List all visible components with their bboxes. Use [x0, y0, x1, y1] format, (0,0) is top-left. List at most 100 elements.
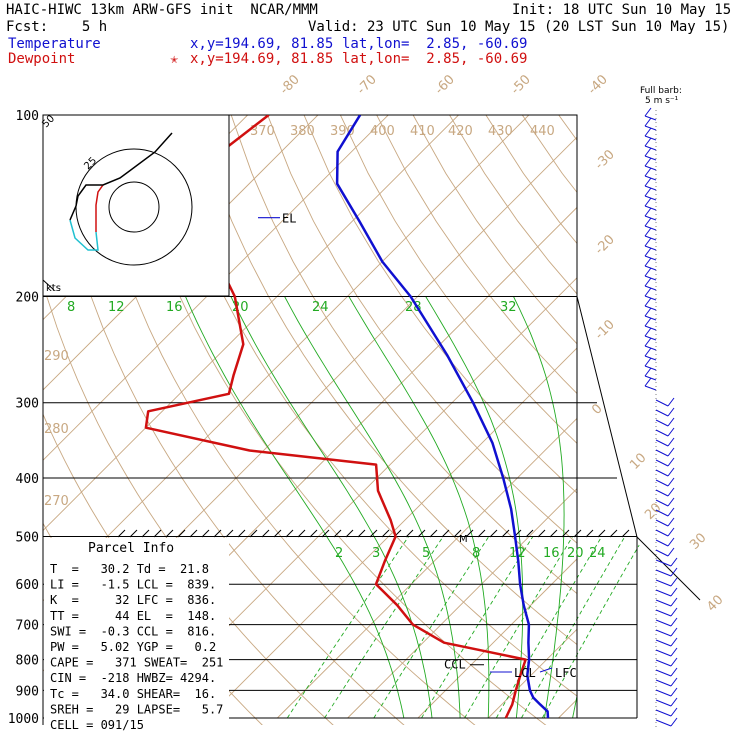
- mixing-ratio-label: 8: [472, 546, 480, 561]
- freezing-hash-mark: [609, 529, 618, 538]
- barb-scale-unit: 5 m s⁻¹: [645, 96, 679, 106]
- wind-barb-flag: [644, 217, 652, 227]
- freezing-hash-mark: [261, 529, 270, 538]
- mixing-ratio-line: [521, 537, 626, 719]
- wind-barb-flag: [644, 277, 652, 287]
- wind-barb: [655, 669, 672, 677]
- lcl-label: LCL: [514, 666, 536, 680]
- dry-adiabat-line: [339, 115, 577, 444]
- pressure-label-400: 400: [16, 472, 39, 487]
- mixing-ratio-line: [324, 537, 444, 719]
- wind-barb: [655, 439, 669, 447]
- wind-barb: [655, 699, 672, 707]
- parcel-info-row: SREH = 29 LAPSE= 5.7: [50, 702, 223, 716]
- wind-barb-flag: [667, 537, 675, 547]
- parcel-info-row: PW = 5.02 YGP = 0.2: [50, 640, 216, 654]
- theta-label: 270: [44, 494, 69, 509]
- parcel-info-box: [44, 538, 229, 725]
- wind-barb: [655, 589, 672, 597]
- dry-adiabat-line: [449, 115, 577, 295]
- isotherm-line: [417, 558, 577, 719]
- dry-adiabat-line: [485, 115, 577, 245]
- isotherm-label: -60: [432, 72, 458, 98]
- freezing-hash-mark: [345, 529, 354, 538]
- theta-label: 440: [530, 124, 555, 139]
- wind-barb: [655, 609, 672, 617]
- wind-barb-flag: [644, 297, 652, 307]
- isotherm-label: 0: [589, 401, 605, 417]
- freezing-hash-mark: [357, 529, 366, 538]
- temperature-profile: [335, 115, 550, 719]
- wind-barb-flag: [644, 247, 652, 257]
- valid-time: Valid: 23 UTC Sun 10 May 15 (20 LST Sun …: [308, 19, 730, 35]
- dry-adiabat-line: [48, 115, 405, 725]
- hodograph-axis-tick: [42, 279, 55, 291]
- theta-label: 400: [370, 124, 395, 139]
- temperature-legend: Temperature: [8, 36, 101, 52]
- parcel-info-title: Parcel Info: [88, 541, 174, 556]
- isotherm-line: [487, 628, 577, 719]
- freezing-hash-mark: [549, 529, 558, 538]
- wind-barb: [655, 679, 672, 687]
- wind-barb-flag: [644, 227, 652, 237]
- plot-frame: [42, 114, 578, 719]
- freezing-hash-mark: [429, 529, 438, 538]
- wind-barb: [655, 519, 669, 527]
- parcel-info-row: CIN = -218 HWBZ= 4294.: [50, 671, 216, 685]
- wind-barb: [655, 579, 672, 587]
- dry-adiabat-line: [230, 115, 577, 595]
- wind-barb-flag: [670, 557, 678, 567]
- freezing-hash-mark: [273, 529, 282, 538]
- mixing-ratio-line: [542, 537, 645, 719]
- moist-adiabat-line: [284, 296, 461, 719]
- freezing-hash-mark: [465, 529, 474, 538]
- wind-barb-flag: [667, 417, 675, 427]
- freezing-hash-mark: [537, 529, 546, 538]
- model-title: HAIC-HIWC 13km ARW-GFS init NCAR/MMM: [6, 2, 318, 18]
- dry-adiabat-line: [121, 115, 547, 725]
- ccl-label: CCL: [444, 658, 466, 672]
- isotherm-label: 20: [642, 501, 664, 523]
- pressure-label-1000: 1000: [8, 712, 39, 727]
- isotherm-label: 30: [687, 531, 709, 553]
- moist-adiabat-label: 28: [405, 300, 422, 315]
- frame-right-step: [576, 296, 638, 718]
- mixing-ratio-line: [286, 537, 409, 719]
- hodograph-ring-inner: [108, 181, 160, 233]
- wind-barb-flag: [644, 207, 652, 217]
- freezing-hash-mark: [501, 529, 510, 538]
- wind-barb-flag: [667, 547, 675, 557]
- wind-barb-flag: [644, 197, 652, 207]
- wind-barb-flag: [644, 287, 652, 297]
- wind-barb: [655, 499, 669, 507]
- wind-barb-flag: [670, 717, 678, 727]
- isotherm-line: [43, 115, 389, 461]
- wind-barb-flag: [670, 617, 678, 627]
- wind-barb: [655, 689, 672, 697]
- wind-barb-flag: [670, 677, 678, 687]
- mixing-ratio-label: 24: [589, 546, 606, 561]
- barb-scale-title: Full barb:: [640, 86, 682, 96]
- wind-barb: [655, 469, 669, 477]
- freezing-hash-mark: [297, 529, 306, 538]
- freezing-hash-mark: [201, 529, 210, 538]
- theta-label: 370: [250, 124, 275, 139]
- freezing-hash-mark: [309, 529, 318, 538]
- wind-barb: [655, 659, 672, 667]
- wind-barb: [655, 639, 672, 647]
- wind-barb: [655, 419, 669, 427]
- isotherm-line: [206, 347, 577, 719]
- wind-barb-flag: [644, 117, 652, 127]
- freezing-hash-mark: [489, 529, 498, 538]
- theta-label: 380: [290, 124, 315, 139]
- wind-barb-flag: [644, 177, 652, 187]
- wind-barb-flag: [667, 507, 675, 517]
- freezing-hash-mark: [381, 529, 390, 538]
- freezing-hash-mark: [153, 529, 162, 538]
- isotherm-label: -10: [592, 317, 618, 343]
- hodograph-units: kts: [46, 283, 61, 294]
- freezing-hash-mark: [597, 529, 606, 538]
- theta-label: 420: [448, 124, 473, 139]
- lfc-tick: [539, 667, 553, 673]
- star-icon: ✭: [170, 51, 179, 67]
